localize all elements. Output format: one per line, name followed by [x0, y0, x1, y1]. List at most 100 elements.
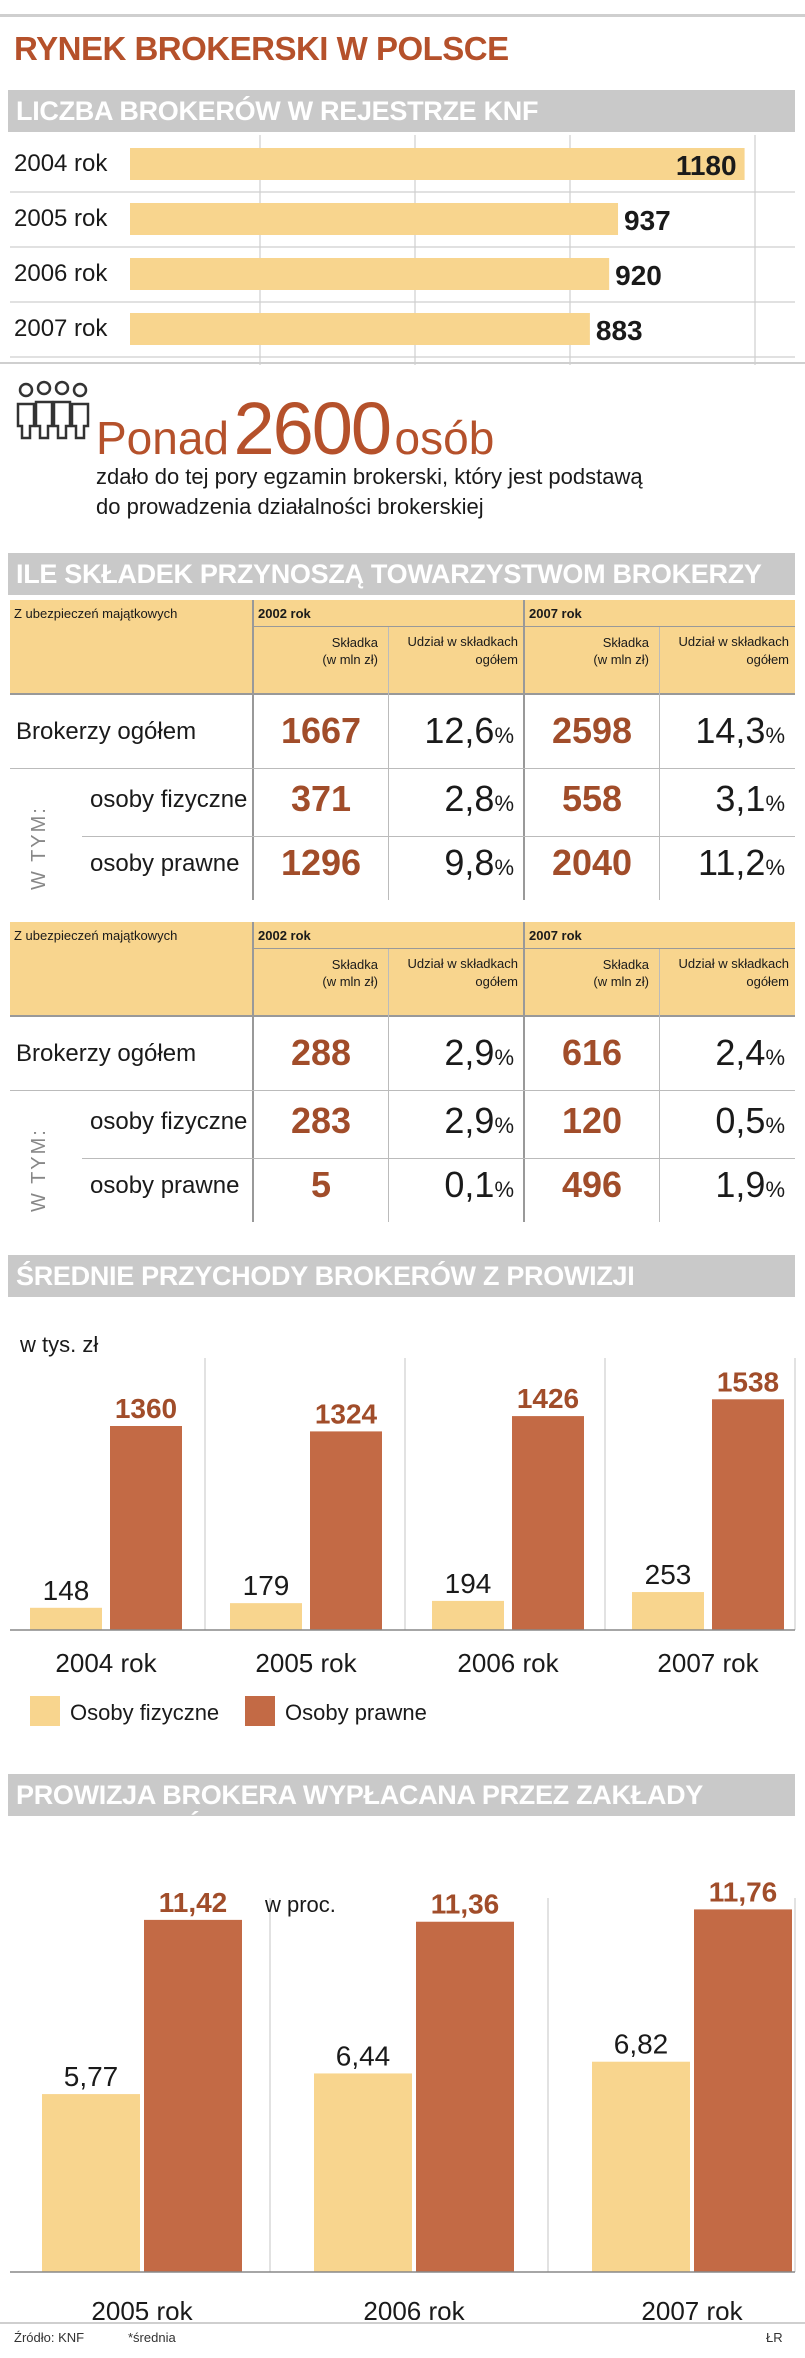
premium-value: 283: [290, 1100, 352, 1141]
column-header-premium-unit: (w mln zł): [593, 974, 649, 989]
bar: [130, 203, 619, 235]
percent-sign: %: [765, 1113, 785, 1138]
brokers-count-chart: 2004 rok 1180 2005 rok 937 2006 rok 920 2007 r…: [10, 135, 795, 365]
bar: [42, 2094, 140, 2272]
section-header-avg-income: ŚREDNIE PRZYCHODY BROKERÓW Z PROWIZJI: [8, 1255, 795, 1297]
premium-value: 2598: [551, 710, 633, 751]
share-value: 2,9%: [444, 1100, 514, 1141]
percent-sign: %: [765, 723, 785, 748]
bar: [592, 2061, 690, 2272]
premium-value: 616: [561, 1032, 623, 1073]
bar: [632, 1592, 704, 1630]
percent-sign: %: [765, 855, 785, 880]
data-label: 6,82: [614, 2029, 669, 2060]
page-title: RYNEK BROKERSKI W POLSCE: [14, 30, 509, 67]
category-label: 2007 rok: [657, 1648, 759, 1678]
data-label: 1426: [517, 1383, 579, 1414]
category-label: 2007 rok: [641, 2296, 743, 2320]
column-header-share: Udział w składkach: [678, 634, 789, 649]
table-header-bg: [10, 922, 795, 1015]
footer-rule: [0, 2322, 805, 2324]
premium-value: 2040: [551, 842, 633, 883]
share-value: 14,3%: [695, 710, 785, 751]
year-label: 2002 rok: [258, 606, 311, 621]
column-header-share: Udział w składkach: [678, 956, 789, 971]
bar: [310, 1431, 382, 1630]
section-header-premiums: ILE SKŁADEK PRZYNOSZĄ TOWARZYSTWOM BROKE…: [8, 553, 795, 595]
bar: [30, 1607, 102, 1630]
column-divider: [388, 948, 389, 1222]
group-label: Z ubezpieczeń majątkowych: [14, 928, 178, 943]
bar: [130, 313, 590, 345]
share-value: 12,6%: [424, 710, 514, 751]
column-divider: [659, 948, 660, 1222]
percent-sign: %: [494, 1045, 514, 1070]
header-subrule: [254, 948, 795, 949]
category-label: 2006 rok: [457, 1648, 559, 1678]
premium-value: 1296: [280, 842, 362, 883]
category-label: 2006 rok: [14, 260, 108, 287]
row-divider: [10, 1090, 795, 1091]
category-label: 2006 rok: [363, 2296, 465, 2320]
category-label: 2007 rok: [14, 315, 108, 342]
column-header-premium-unit: (w mln zł): [322, 652, 378, 667]
percent-sign: %: [494, 855, 514, 880]
headline-line-2: do prowadzenia działalności brokerskiej: [96, 494, 484, 519]
w-tym-label: W TYM:: [28, 1128, 50, 1212]
data-label: 883: [596, 315, 643, 346]
premium-value: 5: [310, 1164, 332, 1205]
headline-number: 2600: [233, 387, 392, 470]
column-header-premium: Składka: [602, 635, 649, 650]
data-label: 253: [645, 1559, 692, 1590]
row-label: Brokerzy ogółem: [16, 1040, 197, 1067]
row-divider: [82, 836, 795, 837]
column-header-share: Udział w składkach: [407, 634, 518, 649]
w-tym-label: W TYM:: [28, 806, 50, 890]
column-header-share-sub: ogółem: [746, 652, 789, 667]
column-header-premium: Składka: [331, 635, 378, 650]
category-label: 2004 rok: [55, 1648, 157, 1678]
premium-value: 558: [561, 778, 623, 819]
column-divider: [659, 626, 660, 900]
headline-suffix: osób: [394, 412, 495, 464]
column-divider: [523, 922, 525, 1222]
bar: [130, 258, 610, 290]
table-header-bg: [10, 600, 795, 693]
header-subrule: [254, 626, 795, 627]
percent-sign: %: [494, 1113, 514, 1138]
column-header-premium-unit: (w mln zł): [593, 652, 649, 667]
section-title: LICZBA BROKERÓW W REJESTRZE KNF: [16, 96, 539, 126]
column-header-premium-unit: (w mln zł): [322, 974, 378, 989]
header-rule: [10, 1015, 795, 1017]
data-label: 1360: [115, 1393, 177, 1424]
row-label: Brokerzy ogółem: [16, 718, 197, 745]
column-header-share-sub: ogółem: [475, 652, 518, 667]
bar: [130, 148, 745, 180]
bar: [432, 1600, 504, 1630]
headline-description: zdało do tej pory egzamin brokerski, któ…: [96, 462, 643, 522]
data-label: 179: [243, 1570, 290, 1601]
premium-value: 371: [290, 778, 352, 819]
row-divider: [10, 768, 795, 769]
commission-chart: w proc. 5,77 11,42 2005 rok 6,44 11,36 2006 ro…: [10, 1876, 796, 2320]
share-value: 2,8%: [444, 778, 514, 819]
column-header-share: Udział w składkach: [407, 956, 518, 971]
bar: [512, 1416, 584, 1630]
share-value: 2,4%: [715, 1032, 785, 1073]
section-title: ŚREDNIE PRZYCHODY BROKERÓW Z PROWIZJI: [16, 1261, 635, 1291]
headline: Ponad 2600 osób: [96, 386, 494, 471]
premium-value: 288: [290, 1032, 352, 1073]
category-label: 2005 rok: [14, 205, 108, 232]
bar: [416, 1921, 514, 2272]
percent-sign: %: [765, 791, 785, 816]
category-label: 2005 rok: [255, 1648, 357, 1678]
unit-label: w proc.: [264, 1892, 336, 1917]
section-header-commission: PROWIZJA BROKERA WYPŁACANA PRZEZ ZAKŁADY…: [8, 1774, 795, 1841]
column-header-premium: Składka: [602, 957, 649, 972]
data-label: 194: [445, 1568, 492, 1599]
top-rule: [0, 14, 805, 17]
unit-label: w tys. zł: [19, 1332, 98, 1357]
bar: [314, 2073, 412, 2272]
category-label: 2005 rok: [91, 2296, 193, 2320]
percent-sign: %: [765, 1177, 785, 1202]
